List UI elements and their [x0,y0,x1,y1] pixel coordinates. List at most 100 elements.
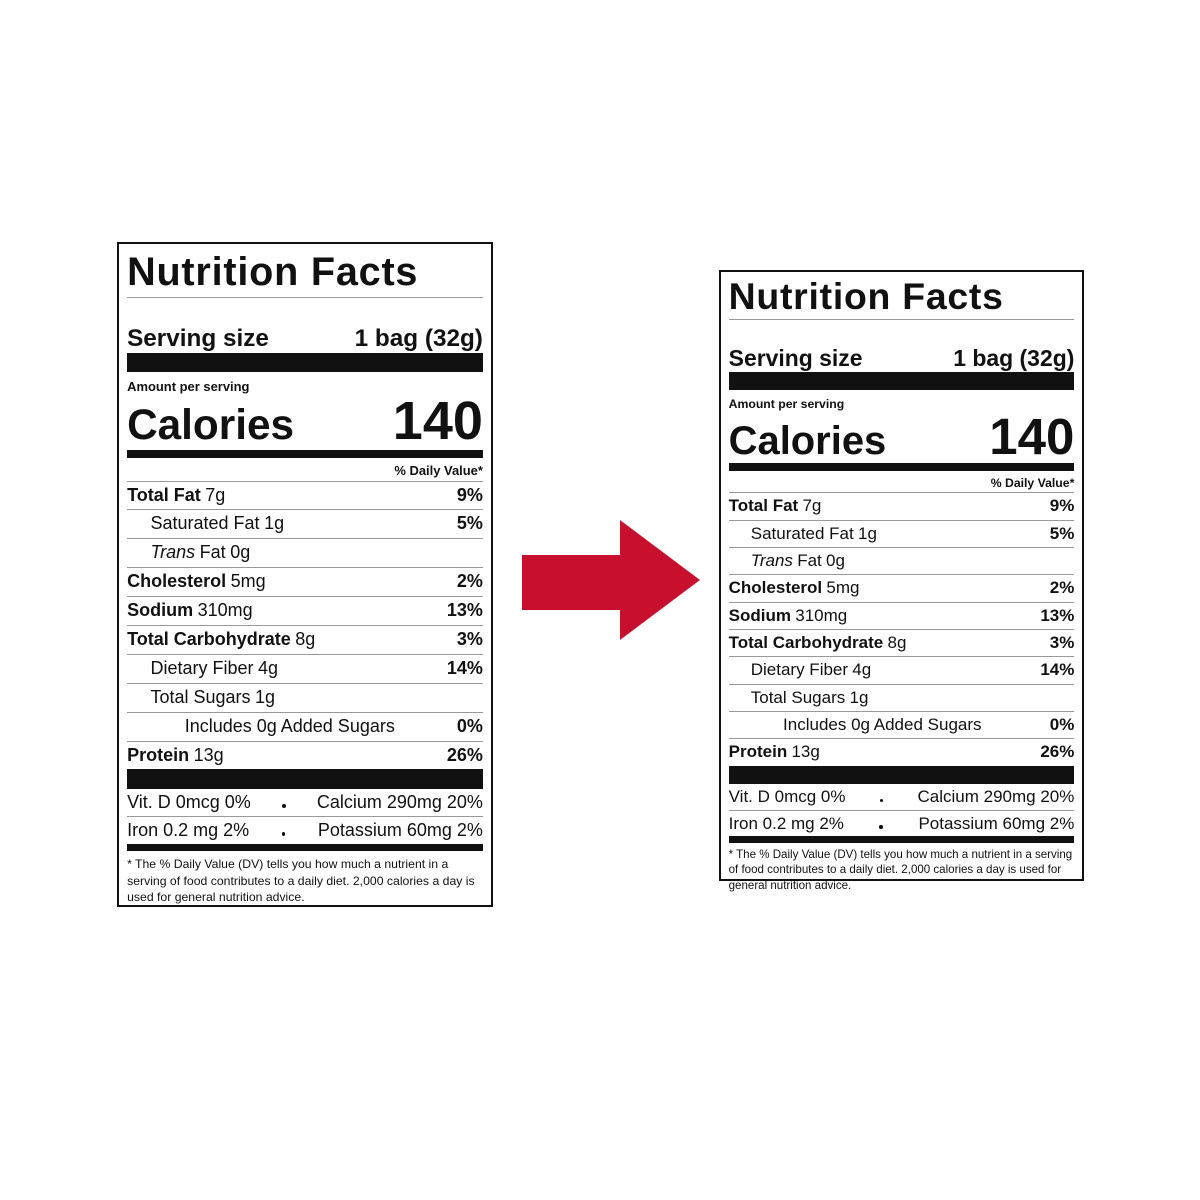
nutrient-dv: 14% [446,657,483,678]
nutrient: Dietary Fiber 4g [127,655,278,683]
bullet [281,832,286,837]
vitamin-row: Iron 0.2 mg 2% Potassium 60mg 2% [127,817,483,844]
nutrient: Includes 0g Added Sugars [729,712,982,738]
nutrient: Protein 13g [127,742,224,770]
nutrient-row: Includes 0g Added Sugars 0% [728,712,1075,740]
footnote: * The % Daily Value (DV) tells you how m… [728,848,1073,892]
nutrient-amount: 8g [887,632,907,652]
medium-rule [127,844,483,852]
nutrient-amount: 0g [826,550,845,570]
vitamin: Iron 0.2 mg 2% [728,813,844,833]
nutrient: Trans Fat 0g [729,548,845,574]
nutrient-name: Cholesterol [728,578,823,598]
nutrient-name: Saturated Fat [150,513,260,534]
nutrient: Protein 13g [729,739,820,765]
nutrient: Total Fat 7g [127,482,225,510]
nutrient-row: Cholesterol 5mg 2% [728,575,1075,603]
nutrient: Trans Fat 0g [127,539,250,567]
nutrient: Sodium 310mg [729,603,848,629]
nutrient: Includes 0g Added Sugars [127,713,395,741]
nutrient-row: Cholesterol 5mg 2% [127,568,483,598]
nutrient-dv: 2% [1049,578,1075,598]
vitamin-row: Iron 0.2 mg 2% Potassium 60mg 2% [729,811,1075,837]
daily-value-header: % Daily Value* [728,471,1075,494]
nutrient-name: Fat [797,550,822,570]
nutrient: Total Sugars 1g [729,685,869,711]
nutrient-name: Total Fat [127,484,201,505]
nutrient-name: Dietary Fiber [750,660,849,680]
nutrient-row: Protein 13g 26% [729,739,1075,765]
nutrient: Sodium 310mg [127,597,253,625]
nutrient-name: Saturated Fat [750,523,854,543]
nutrient-dv: 9% [1049,496,1075,516]
thick-rule [728,371,1075,391]
serving-label: Serving size [127,324,269,352]
nutrient-row: Saturated Fat 1g 5% [127,510,483,540]
thick-rule [127,769,483,790]
nutrient-amount: 310mg [197,600,253,621]
nutrient-row: Trans Fat 0g [728,548,1075,576]
nutrient: Total Sugars 1g [127,684,275,712]
nutrient: Saturated Fat 1g [127,510,284,538]
nutrient-amount: 4g [258,657,279,678]
nutrient-row: Saturated Fat 1g 5% [728,521,1075,548]
nutrient-dv: 3% [456,628,483,649]
vitamin: Potassium 60mg 2% [918,813,1075,833]
nutrient-name: Includes 0g Added Sugars [783,715,982,734]
nutrient-dv: 2% [456,571,483,592]
serving-row: Serving size 1 bag (32g) [729,320,1075,372]
nutrient-amount: 7g [802,496,822,516]
nutrient-dv: 13% [1040,605,1075,625]
serving-label: Serving size [728,344,863,371]
calories-label: Calories [127,400,295,448]
nutrient: Saturated Fat 1g [729,521,877,547]
vitamin: Vit. D 0mcg 0% [728,787,846,807]
nutrient-dv: 3% [1049,632,1075,652]
nutrient-row: Dietary Fiber 4g 14% [127,655,483,684]
amount-per-serving: Amount per serving [127,378,250,394]
nutrient-name: Total Carbohydrate [728,632,884,652]
nutrient-amount: 13g [791,742,820,762]
calories-row: Calories 140 [127,394,483,448]
nutrient-name: Total Carbohydrate [127,628,291,649]
nutrient-amount: 1g [858,523,877,543]
nutrient-row: Dietary Fiber 4g 14% [728,657,1075,685]
nutrient-amount: 5mg [230,571,266,592]
nutrient-name: Dietary Fiber [150,657,254,678]
vitamin: Vit. D 0mcg 0% [127,792,251,813]
nutrient-amount: 13g [193,744,224,765]
amount-per-serving: Amount per serving [728,396,845,411]
vitamin: Calcium 290mg 20% [316,792,483,813]
medium-rule [127,449,483,458]
nutrient: Dietary Fiber 4g [729,657,871,683]
nutrient-amount: 310mg [795,605,848,625]
nutrient-row: Protein 13g 26% [127,742,483,770]
calories-row: Calories 140 [729,411,1075,462]
nutrient-name: Sodium [127,600,194,621]
nutrient-name: Protein [127,744,190,765]
daily-value-header: % Daily Value* [127,458,483,482]
nutrient-name: Total Fat [728,496,799,516]
nutrient: Total Carbohydrate 8g [729,630,907,656]
nutrient-dv: 0% [1049,715,1075,734]
nutrient: Cholesterol 5mg [127,568,266,596]
nutrient-row: Includes 0g Added Sugars 0% [127,713,483,742]
vitamin-row: Vit. D 0mcg 0% Calcium 290mg 20% [728,784,1075,811]
serving-value: 1 bag (32g) [354,324,483,352]
vitamin: Calcium 290mg 20% [917,787,1075,807]
serving-value: 1 bag (32g) [953,344,1075,371]
nutrient-row: Sodium 310mg 13% [127,597,483,626]
footnote: * The % Daily Value (DV) tells you how m… [127,857,475,905]
nutrient-name: Fat [199,542,226,563]
nutrient: Total Fat 7g [729,493,822,519]
medium-rule [728,463,1075,471]
nutrient-amount: 7g [205,484,226,505]
nutrient-dv: 14% [1040,660,1075,680]
medium-rule [728,836,1075,844]
nutrient: Cholesterol 5mg [729,575,860,601]
nutrient-prefix: Trans [150,542,196,563]
thick-rule [127,352,483,373]
nutrient: Total Carbohydrate 8g [127,626,315,654]
nutrition-label: Nutrition Facts Serving size 1 bag (32g) Am… [117,242,493,907]
nutrient-dv: 5% [456,513,483,534]
